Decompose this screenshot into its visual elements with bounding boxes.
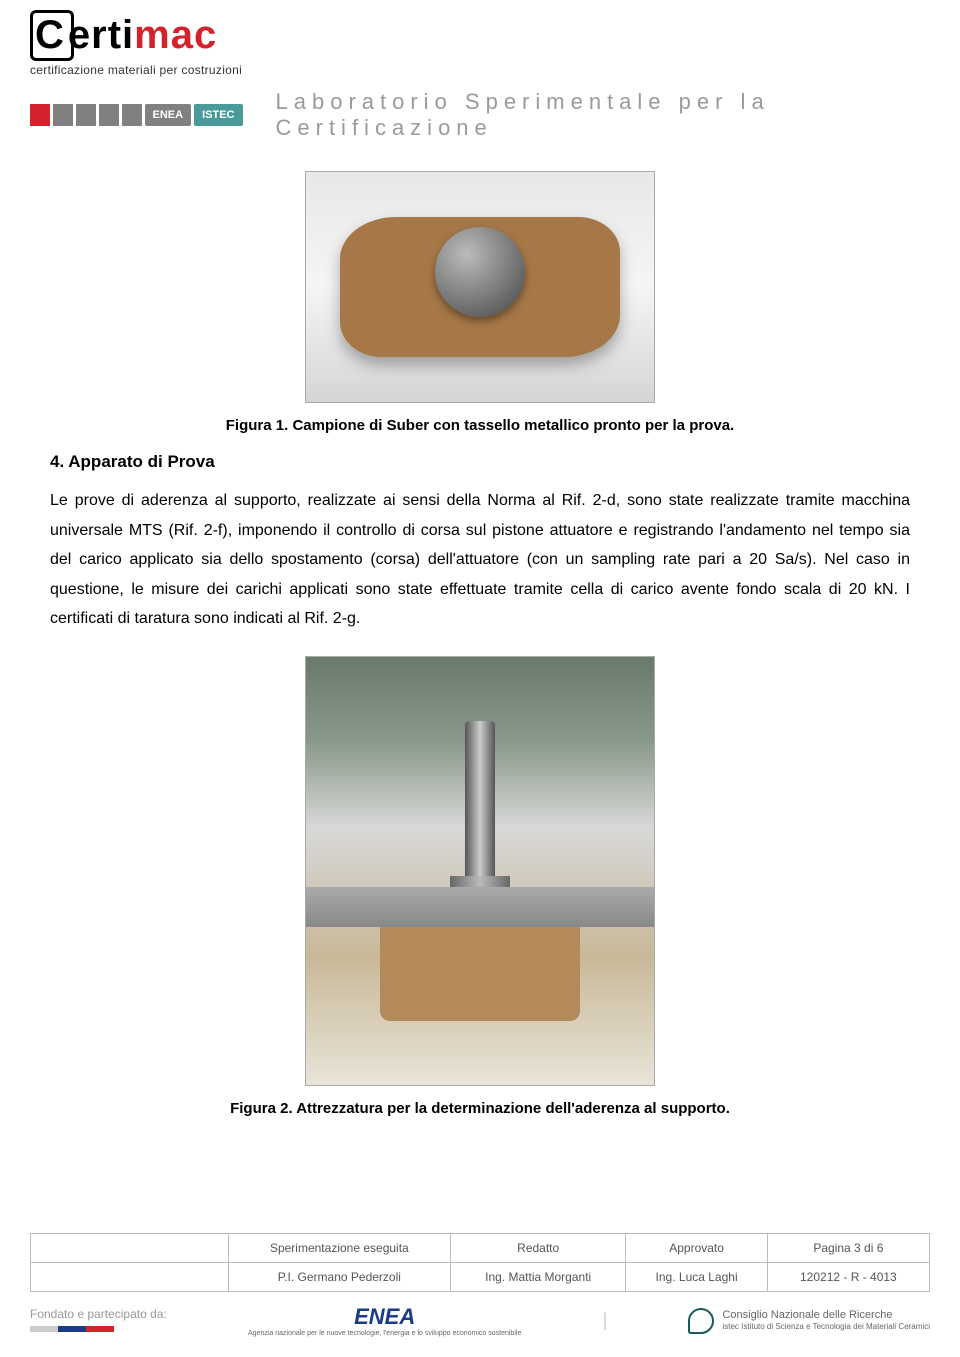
figure-1: Figura 1. Campione di Suber con tassello…	[50, 171, 910, 434]
piston-rod-icon	[465, 721, 495, 881]
main-content: Figura 1. Campione di Suber con tassello…	[0, 141, 960, 1117]
footer-cell: Ing. Mattia Morganti	[450, 1263, 626, 1292]
bar-segment	[86, 1326, 114, 1332]
figure-2-caption: Figura 2. Attrezzatura per la determinaz…	[50, 1100, 910, 1117]
stripe-square	[30, 104, 50, 126]
enea-subtext: Agenzia nazionale per le nuove tecnologi…	[248, 1330, 521, 1337]
bar-segment	[30, 1326, 58, 1332]
figure-2: Figura 2. Attrezzatura per la determinaz…	[50, 656, 910, 1117]
fondato-bars-icon	[30, 1326, 114, 1332]
table-row: P.I. Germano Pederzoli Ing. Mattia Morga…	[31, 1263, 930, 1292]
footer-cell: P.I. Germano Pederzoli	[228, 1263, 450, 1292]
bar-segment	[58, 1326, 86, 1332]
cnr-line2: istec Istituto di Scienza e Tecnologia d…	[722, 1322, 930, 1332]
crossbar-icon	[306, 887, 654, 927]
footer-cell: 120212 - R - 4013	[767, 1263, 929, 1292]
fondato-label: Fondato e partecipato da:	[30, 1307, 167, 1321]
footer-cell: Ing. Luca Laghi	[626, 1263, 767, 1292]
footer-cell	[31, 1263, 229, 1292]
page-header: Certimac certificazione materiali per co…	[0, 0, 960, 141]
fondato-block: Fondato e partecipato da:	[30, 1307, 167, 1335]
sample-brick-icon	[340, 217, 620, 357]
logo-row: Certimac certificazione materiali per co…	[30, 10, 930, 77]
cnr-line1: Consiglio Nazionale delle Ricerche	[722, 1308, 930, 1322]
enea-footer-logo: ENEA Agenzia nazionale per le nuove tecn…	[248, 1304, 521, 1337]
logo-text-black: erti	[68, 13, 134, 57]
figure-1-caption: Figura 1. Campione di Suber con tassello…	[50, 417, 910, 434]
stripe-square	[99, 104, 119, 126]
footer-cell: Approvato	[626, 1234, 767, 1263]
stripe-square	[122, 104, 142, 126]
stripe-row: ENEA ISTEC Laboratorio Sperimentale per …	[30, 89, 930, 141]
figure-1-image	[305, 171, 655, 403]
footer-table: Sperimentazione eseguita Redatto Approva…	[30, 1233, 930, 1292]
section-4-paragraph: Le prove di aderenza al supporto, realiz…	[50, 486, 910, 634]
footer-cell	[31, 1234, 229, 1263]
stripe-square	[76, 104, 96, 126]
enea-logo-text: ENEA	[248, 1304, 521, 1330]
table-row: Sperimentazione eseguita Redatto Approva…	[31, 1234, 930, 1263]
lab-title: Laboratorio Sperimentale per la Certific…	[276, 89, 931, 141]
enea-badge: ENEA	[145, 104, 192, 126]
cnr-logo-icon	[688, 1308, 714, 1334]
section-4-heading: 4. Apparato di Prova	[50, 452, 910, 472]
footer-cell: Redatto	[450, 1234, 626, 1263]
cnr-footer-logo: Consiglio Nazionale delle Ricerche istec…	[688, 1308, 930, 1334]
figure-2-image	[305, 656, 655, 1086]
divider: |	[603, 1310, 608, 1331]
footer-cell: Pagina 3 di 6	[767, 1234, 929, 1263]
company-logo: Certimac certificazione materiali per co…	[30, 10, 242, 77]
footer-cell: Sperimentazione eseguita	[228, 1234, 450, 1263]
metal-disc-icon	[435, 227, 525, 317]
footer-logos: Fondato e partecipato da: ENEA Agenzia n…	[30, 1304, 930, 1337]
istec-badge: ISTEC	[194, 104, 242, 126]
test-sample-icon	[380, 911, 580, 1021]
logo-tagline: certificazione materiali per costruzioni	[30, 63, 242, 77]
logo-c-icon: C	[30, 10, 74, 61]
page-footer: Sperimentazione eseguita Redatto Approva…	[0, 1233, 960, 1337]
logo-text-red: mac	[134, 13, 217, 57]
cnr-text: Consiglio Nazionale delle Ricerche istec…	[722, 1308, 930, 1333]
stripe-square	[53, 104, 73, 126]
